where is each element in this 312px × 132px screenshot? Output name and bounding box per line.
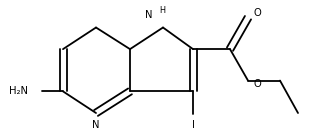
Text: O: O (254, 8, 262, 18)
Text: I: I (192, 120, 194, 130)
Text: H: H (159, 6, 165, 15)
Text: O: O (254, 79, 262, 89)
Text: N: N (145, 10, 153, 20)
Text: H₂N: H₂N (9, 86, 28, 96)
Text: N: N (92, 120, 100, 130)
